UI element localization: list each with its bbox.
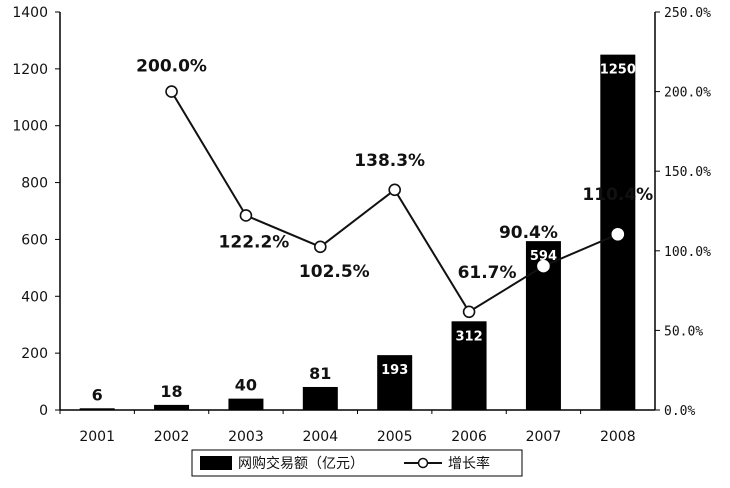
growth-rate-label: 90.4%: [499, 223, 558, 243]
y2-tick-label: 50.0%: [664, 324, 703, 339]
bar: [154, 404, 190, 410]
y-tick-label: 200: [21, 346, 48, 362]
growth-rate-label: 110.4%: [582, 185, 653, 205]
y-tick-label: 600: [21, 232, 48, 248]
growth-rate-label: 138.3%: [354, 151, 425, 171]
bar-value-label: 193: [381, 363, 408, 378]
bar-value-label: 594: [530, 249, 557, 264]
bar-value-label: 6: [92, 385, 103, 404]
bar-value-label: 18: [160, 382, 182, 401]
growth-rate-label: 200.0%: [136, 57, 207, 77]
plot-area: 0 200 400 600 800 1000 1200 1400 0.0% 50.0% 100.0%…: [12, 5, 711, 445]
growth-rate-point: [611, 227, 625, 241]
x-tick-label: 2008: [600, 429, 636, 445]
growth-rate-label: 102.5%: [299, 262, 370, 282]
bar-value-label: 40: [235, 376, 257, 395]
y2-tick-label: 250.0%: [664, 6, 711, 21]
legend: 网购交易额（亿元） 增长率: [191, 449, 523, 477]
y-tick-label: 400: [21, 289, 48, 305]
growth-rate-point: [314, 240, 327, 254]
growth-rate-point: [462, 305, 476, 319]
x-tick-label: 2007: [526, 429, 562, 445]
x-tick-label: 2004: [302, 429, 338, 445]
y2-tick-label: 0.0%: [664, 404, 695, 419]
growth-rate-label: 122.2%: [219, 232, 290, 252]
legend-box: [191, 449, 523, 477]
y-tick-label: 0: [39, 403, 48, 419]
y-tick-label: 1400: [12, 5, 48, 21]
x-tick-label: 2002: [154, 429, 190, 445]
bar: [228, 398, 264, 410]
growth-rate-point: [239, 209, 253, 222]
x-tick-label: 2006: [451, 429, 487, 445]
bar-value-label: 1250: [600, 63, 636, 78]
growth-rate-point: [165, 85, 178, 98]
growth-rate-label: 61.7%: [458, 263, 517, 283]
bar: [377, 355, 413, 410]
growth-rate-point: [388, 183, 401, 197]
legend-bar-label: 网购交易额（亿元）: [238, 455, 364, 472]
bar: [451, 321, 487, 410]
x-tick-label: 2005: [377, 429, 413, 445]
bar-value-label: 312: [455, 329, 482, 344]
growth-rate-point: [537, 259, 550, 273]
y2-tick-label: 200.0%: [664, 86, 711, 101]
bar-value-label: 81: [309, 364, 331, 383]
y2-tick-label: 150.0%: [664, 165, 711, 180]
legend-bar-swatch: [200, 456, 232, 470]
y-tick-label: 1000: [12, 119, 48, 135]
bar: [79, 408, 115, 410]
bar: [302, 386, 338, 410]
y-tick-label: 800: [21, 176, 48, 192]
y-tick-label: 1200: [12, 62, 48, 78]
legend-line-label: 增长率: [448, 455, 490, 472]
y2-tick-label: 100.0%: [664, 245, 711, 260]
x-tick-label: 2001: [79, 429, 115, 445]
legend-line-marker: [417, 457, 429, 469]
x-tick-label: 2003: [228, 429, 264, 445]
